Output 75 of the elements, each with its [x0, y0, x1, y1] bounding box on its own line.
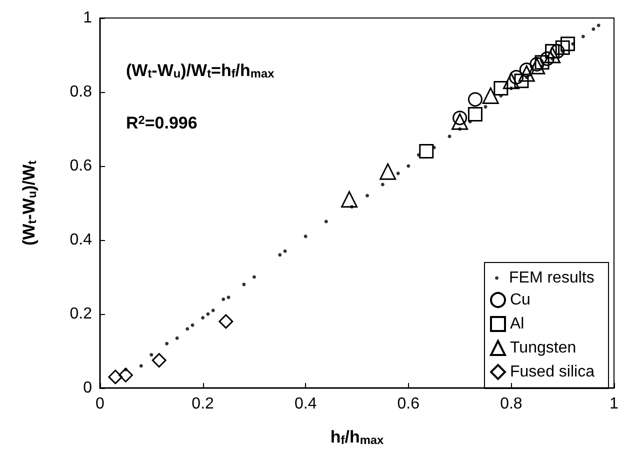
point [324, 220, 328, 224]
point [592, 27, 596, 31]
legend-label: Al [510, 316, 524, 332]
x-tick-label: 0.2 [192, 396, 214, 413]
point [432, 146, 436, 150]
text: (Wt-Wu)/Wt=hf/hmax [126, 61, 274, 80]
point [514, 74, 529, 88]
x-tick-label: 1 [610, 396, 619, 413]
y-tick-label: 0.2 [70, 306, 92, 323]
x-tick-label: 0 [96, 396, 105, 413]
y-tick-label: 1 [83, 10, 92, 26]
point [545, 44, 560, 59]
x-tick-label: 0.4 [294, 396, 317, 413]
point [509, 86, 513, 90]
x-tick-label: 0.6 [397, 396, 420, 413]
y-tick-label: 0.4 [70, 232, 92, 249]
legend-label: FEM results [509, 270, 594, 286]
point [468, 120, 472, 124]
point [560, 36, 575, 52]
point [544, 46, 561, 64]
point [211, 308, 215, 312]
point [175, 336, 179, 340]
y-tick-label: 0 [83, 380, 92, 397]
point [555, 40, 570, 55]
point [596, 24, 600, 28]
point [502, 72, 520, 90]
point [494, 81, 508, 96]
point [278, 253, 282, 257]
point [226, 296, 230, 300]
point [186, 327, 190, 331]
point [380, 163, 396, 180]
point [581, 34, 585, 38]
point [518, 65, 535, 82]
y-tick-label: 0.8 [70, 84, 92, 101]
point [458, 127, 462, 131]
point [482, 87, 499, 104]
point [139, 364, 143, 368]
x-tick-label: 0.8 [500, 396, 522, 413]
point [452, 113, 468, 130]
point [124, 368, 128, 372]
point [448, 134, 452, 138]
point [108, 370, 123, 384]
point [341, 191, 358, 208]
point [118, 368, 133, 382]
point [201, 316, 205, 320]
x-axis-title: hf/hmax [330, 428, 384, 447]
point [165, 342, 169, 346]
point [509, 70, 524, 84]
point [150, 352, 154, 356]
point [452, 110, 468, 126]
point [396, 172, 400, 176]
point [484, 105, 488, 109]
point [540, 51, 554, 66]
legend-label: Fused silica [510, 364, 595, 380]
point [419, 144, 434, 158]
point [242, 282, 246, 286]
point [218, 314, 234, 329]
point [252, 275, 256, 279]
legend-label: Tungsten [510, 340, 576, 356]
point [152, 353, 166, 368]
point [222, 297, 226, 301]
point [304, 234, 308, 238]
point [283, 249, 287, 253]
point [190, 323, 194, 327]
y-tick-label: 0.6 [70, 158, 92, 175]
point [468, 106, 482, 122]
point [406, 164, 410, 168]
point [534, 55, 550, 70]
point [206, 312, 210, 316]
point [468, 92, 482, 107]
point [519, 62, 534, 78]
point [366, 194, 370, 198]
y-axis-title: (Wt-Wu)/Wt [20, 160, 39, 246]
point [380, 182, 384, 186]
legend-label: Cu [510, 292, 530, 308]
